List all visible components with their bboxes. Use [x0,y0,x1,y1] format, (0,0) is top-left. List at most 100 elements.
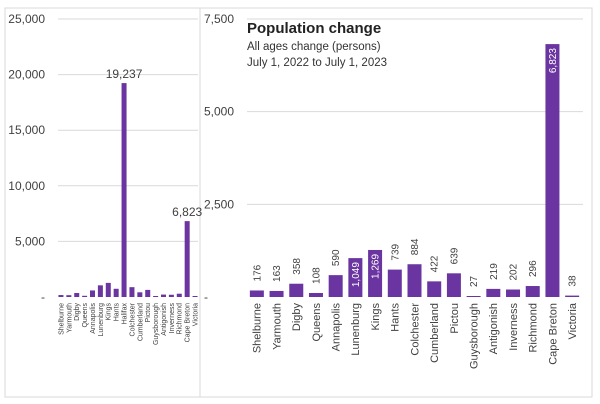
bar-kings [368,249,383,297]
bar-yarmouth [269,290,284,297]
bar-victoria [192,296,198,297]
bar-pictou [145,289,151,297]
bar-richmond [176,293,182,297]
data-label: 358 [292,258,303,275]
x-tick-label: Richmond [528,303,540,353]
data-label: 38 [568,275,579,287]
data-label: 6,823 [548,48,559,73]
y-tick-label: 2,500 [204,197,234,211]
y-tick-label: 15,000 [8,123,45,137]
x-tick-label: Annapolis [90,303,97,334]
bar-antigonish [486,288,501,297]
bar-shelburne [58,295,64,297]
y-tick-label: 7,500 [204,12,234,26]
bar-annapolis [328,275,343,297]
data-label: 6,823 [172,205,202,219]
left-panel-border [4,7,201,398]
bar-cape-breton [184,221,190,297]
bar-hants [113,288,119,297]
data-label: 108 [311,267,322,284]
bar-guysborough [466,295,481,297]
bar-colchester [129,287,135,297]
data-label: 202 [509,263,520,280]
bar-victoria [565,295,580,297]
bar-inverness [506,289,521,297]
bar-cape-breton [545,44,560,297]
x-tick-label: Antigonish [488,303,500,354]
y-tick-label: - [204,290,208,304]
x-tick-label: Shelburne [252,303,264,353]
bar-hants [387,269,402,297]
x-tick-label: Digby [291,303,303,332]
y-tick-label: 10,000 [8,179,45,193]
x-tick-label: Yarmouth [66,303,73,333]
data-label: 176 [252,264,263,281]
y-tick-label: 5,000 [15,234,45,248]
bar-lunenburg [348,258,363,297]
data-label: 296 [528,260,539,277]
bar-annapolis [90,290,95,297]
x-tick-label: Cape Breton [547,303,559,365]
y-tick-label: 5,000 [204,105,234,119]
data-label: 639 [449,247,460,264]
x-tick-label: Lunenburg [98,303,105,337]
x-tick-label: Victoria [567,302,579,339]
x-tick-label: Colchester [129,302,136,336]
bar-richmond [525,286,540,297]
right-panel-border [199,7,593,398]
x-tick-label: Cumberland [137,303,144,341]
x-tick-label: Antigonish [161,303,168,336]
bar-colchester [407,264,422,297]
x-tick-label: Victoria [193,303,200,326]
data-label: 27 [469,275,480,287]
bar-digby [289,283,304,297]
x-tick-label: Cape Breton [185,303,192,342]
bar-shelburne [249,290,264,297]
data-label: 884 [410,238,421,255]
chart-subtitle-2: July 1, 2022 to July 1, 2023 [247,57,387,69]
bar-lunenburg [97,285,103,297]
bar-antigonish [161,294,166,297]
bar-digby [74,293,80,297]
x-tick-label: Pictou [449,303,461,334]
x-tick-label: Pictou [145,303,152,323]
x-tick-label: Kings [370,303,382,331]
y-tick-label: - [41,290,45,304]
x-tick-label: Digby [74,303,81,321]
data-label: 1,269 [371,254,382,279]
x-tick-label: Guysborough [153,303,160,345]
x-tick-label: Queens [311,303,323,342]
left-chart-halifax-included: - 5,000 10,000 15,000 20,000 25,000 Shelburne Y… [8,12,202,345]
x-tick-label: Inverness [508,303,520,351]
bar-pictou [446,273,461,297]
chart-subtitle-1: All ages change (persons) [247,41,381,53]
x-tick-label: Cumberland [429,303,441,363]
bar-halifax [121,83,127,297]
x-tick-label: Hants [390,303,402,332]
bar-queens [308,292,323,297]
right-chart-halifax-excluded: - 2,500 5,000 7,500 Shelburne 176 Yarmouth 163 D… [204,12,583,369]
bar-inverness [168,294,174,297]
x-tick-label: Lunenburg [350,303,362,356]
x-tick-label: Hants [114,303,121,322]
x-tick-label: Queens [82,303,89,328]
x-tick-label: Inverness [169,303,176,334]
bar-guysborough [153,296,159,297]
x-tick-label: Colchester [409,303,421,356]
bar-yarmouth [66,295,72,297]
y-tick-label: 20,000 [8,68,45,82]
bar-queens [82,295,88,297]
bar-cumberland [427,281,442,297]
data-label: 19,237 [106,67,143,81]
x-tick-label: Halifax [122,303,129,325]
data-label: 422 [430,255,441,272]
x-tick-label: Richmond [177,303,184,335]
data-label: 163 [272,265,283,282]
x-tick-label: Guysborough [468,303,480,369]
data-label: 739 [390,243,401,260]
data-label: 1,049 [351,262,362,287]
x-tick-label: Annapolis [331,303,343,352]
bar-cumberland [137,292,143,297]
x-tick-label: Kings [106,303,113,321]
